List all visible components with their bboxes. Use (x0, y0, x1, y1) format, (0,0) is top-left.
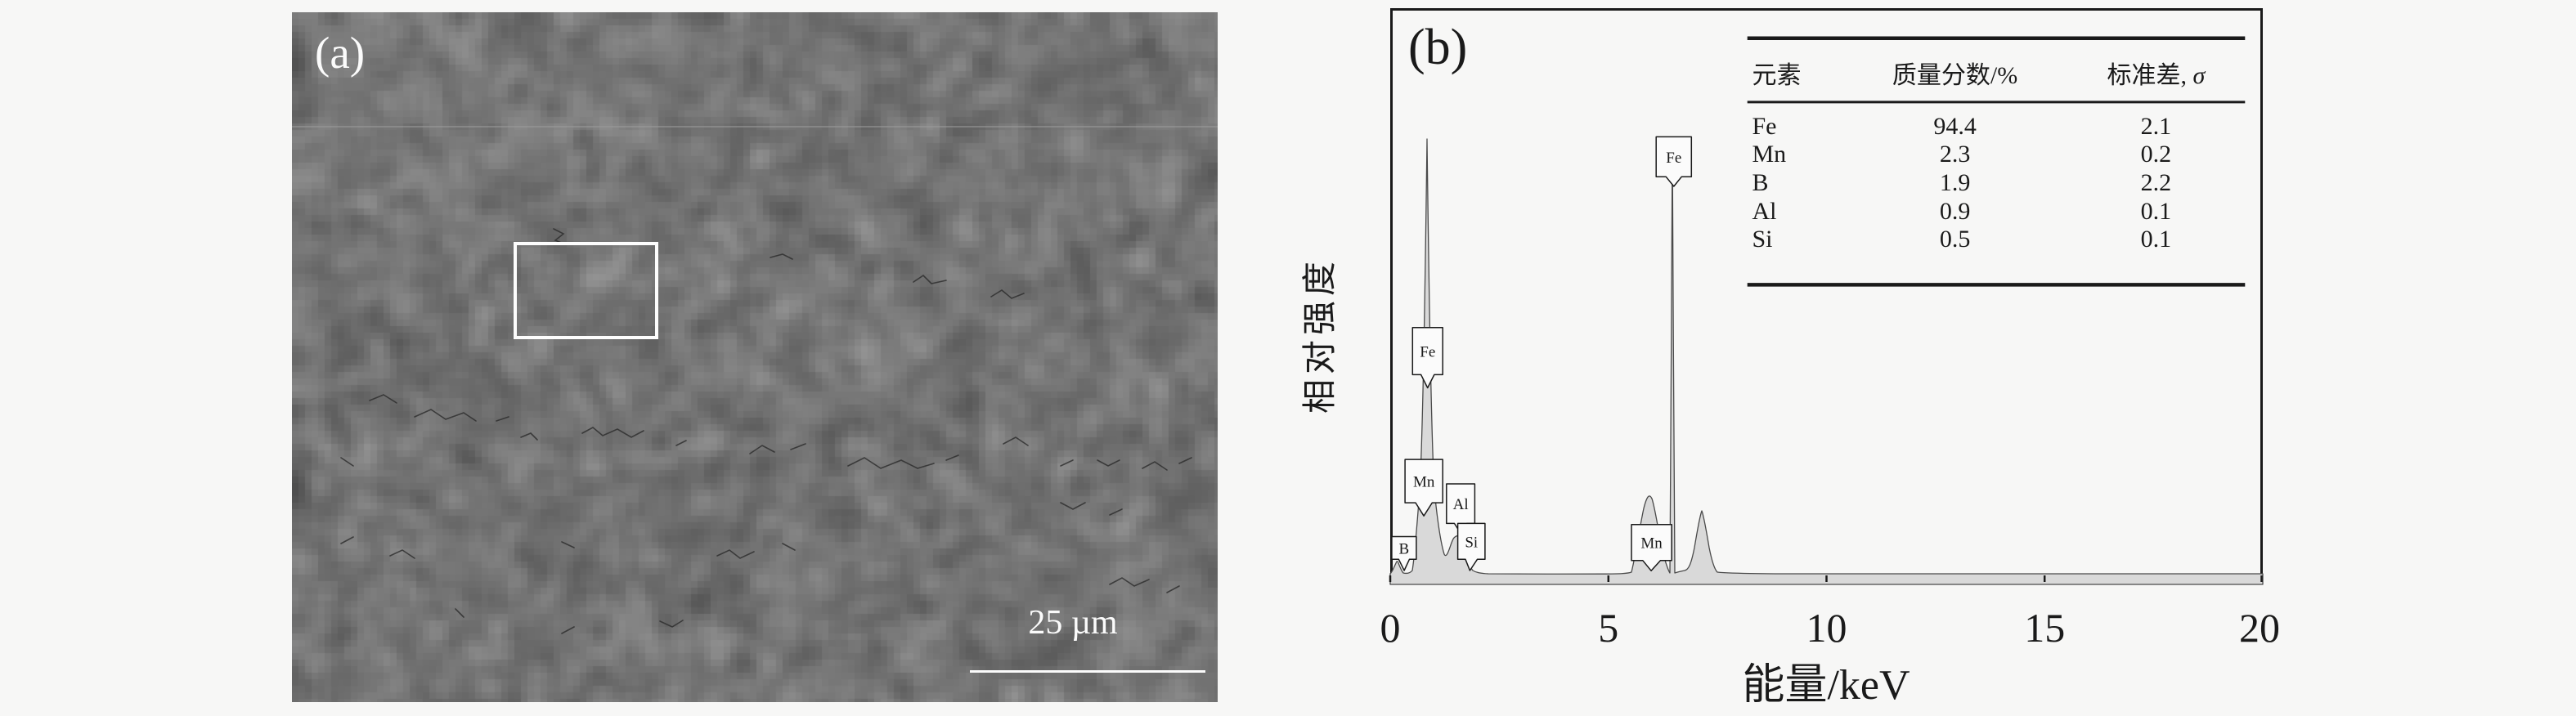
svg-text:Fe: Fe (1752, 113, 1777, 140)
svg-text:B: B (1399, 540, 1410, 557)
svg-text:Si: Si (1752, 226, 1773, 253)
svg-text:0: 0 (1380, 605, 1401, 651)
svg-text:0.5: 0.5 (1940, 226, 1971, 253)
svg-text:相对强度: 相对强度 (1302, 257, 1340, 414)
svg-text:20: 20 (2239, 605, 2280, 651)
svg-text:元素: 元素 (1752, 62, 1802, 89)
svg-text:2.1: 2.1 (2141, 113, 2172, 140)
svg-text:0.2: 0.2 (2141, 141, 2172, 168)
svg-text:B: B (1752, 169, 1769, 196)
svg-text:能量/keV: 能量/keV (1742, 662, 1910, 709)
svg-text:0.9: 0.9 (1940, 198, 1971, 225)
svg-text:标准差, σ: 标准差, σ (2107, 62, 2206, 89)
svg-text:Mn: Mn (1752, 141, 1787, 168)
svg-text:Mn: Mn (1640, 535, 1663, 553)
svg-text:Si: Si (1465, 534, 1478, 551)
svg-text:15: 15 (2024, 605, 2065, 651)
svg-text:1.9: 1.9 (1940, 169, 1971, 196)
svg-text:0.1: 0.1 (2141, 226, 2172, 253)
svg-text:94.4: 94.4 (1933, 113, 1977, 140)
svg-text:Mn: Mn (1413, 474, 1435, 491)
svg-text:5: 5 (1598, 605, 1618, 651)
svg-text:质量分数/%: 质量分数/% (1892, 62, 2017, 89)
svg-text:(b): (b) (1408, 20, 1467, 75)
svg-text:Al: Al (1752, 198, 1777, 225)
svg-text:2.2: 2.2 (2141, 169, 2172, 196)
svg-text:Fe: Fe (1666, 150, 1681, 167)
svg-text:10: 10 (1806, 605, 1847, 651)
svg-text:Al: Al (1453, 496, 1469, 513)
svg-text:Fe: Fe (1420, 344, 1435, 361)
svg-text:2.3: 2.3 (1940, 141, 1971, 168)
svg-text:0.1: 0.1 (2141, 198, 2172, 225)
